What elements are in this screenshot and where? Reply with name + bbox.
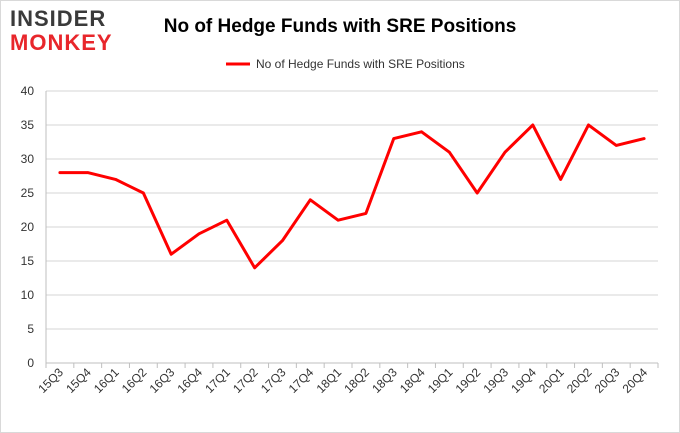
data-point: [253, 266, 256, 269]
x-tick-label: 18Q4: [397, 365, 428, 396]
data-point: [86, 171, 89, 174]
gridlines: [46, 90, 658, 364]
data-point: [114, 178, 117, 181]
data-point: [309, 198, 312, 201]
x-tick-label: 17Q3: [258, 365, 289, 396]
x-tick-label: 19Q4: [508, 365, 539, 396]
x-tick-label: 16Q4: [174, 365, 205, 396]
insider-monkey-logo: INSIDER MONKEY: [8, 6, 128, 56]
data-point: [503, 151, 507, 154]
data-point: [364, 212, 368, 215]
data-point: [336, 219, 340, 222]
series-group: [58, 123, 646, 270]
y-tick-label: 25: [21, 186, 35, 200]
y-tick-label: 40: [21, 84, 35, 98]
x-tick-label: 18Q3: [369, 365, 400, 396]
x-tick-label: 19Q2: [453, 365, 484, 396]
axes: [45, 91, 658, 364]
x-tick-label: 16Q1: [91, 365, 122, 396]
data-point: [169, 253, 173, 256]
y-tick-label: 0: [27, 356, 34, 370]
x-tick-label: 15Q4: [63, 365, 94, 396]
chart-title: No of Hedge Funds with SRE Positions: [163, 16, 517, 37]
logo-line-2: MONKEY: [10, 30, 113, 55]
data-point: [531, 123, 535, 127]
y-tick-label: 5: [27, 322, 34, 336]
x-tick-label: 16Q2: [119, 365, 150, 396]
series-line-0: [58, 123, 646, 270]
y-tick-label: 20: [21, 220, 35, 234]
x-axis-ticks: 15Q315Q416Q116Q216Q316Q417Q117Q217Q317Q4…: [35, 363, 659, 396]
data-point: [559, 178, 562, 181]
data-point: [420, 130, 423, 133]
legend: No of Hedge Funds with SRE Positions: [226, 57, 465, 71]
data-point: [448, 151, 451, 154]
logo-line-1: INSIDER: [10, 6, 107, 31]
x-tick-label: 17Q1: [202, 365, 233, 396]
data-point: [587, 123, 590, 127]
data-point: [142, 191, 145, 195]
data-point: [225, 219, 229, 222]
x-tick-label: 18Q2: [341, 365, 372, 396]
x-tick-label: 20Q2: [564, 365, 595, 396]
y-tick-label: 30: [21, 152, 35, 166]
y-tick-label: 10: [21, 288, 35, 302]
x-tick-label: 15Q3: [35, 365, 66, 396]
data-point: [197, 232, 201, 235]
data-point: [475, 191, 479, 195]
x-tick-label: 20Q3: [592, 365, 623, 396]
x-tick-label: 20Q4: [620, 365, 651, 396]
legend-label: No of Hedge Funds with SRE Positions: [256, 57, 465, 71]
data-point: [615, 144, 618, 147]
x-tick-label: 19Q3: [480, 365, 511, 396]
data-point: [281, 239, 284, 242]
x-tick-label: 19Q1: [425, 365, 456, 396]
y-axis-ticks: 0 5 10 15 20 25 30 35 40: [21, 84, 35, 370]
data-point: [392, 137, 395, 140]
x-tick-label: 17Q2: [230, 365, 261, 396]
y-tick-label: 35: [21, 118, 35, 132]
x-tick-label: 18Q1: [314, 365, 345, 396]
x-tick-label: 16Q3: [147, 365, 178, 396]
data-point: [642, 137, 646, 140]
x-tick-label: 20Q1: [536, 365, 567, 396]
x-tick-label: 17Q4: [286, 365, 317, 396]
data-point: [58, 171, 62, 174]
y-tick-label: 15: [21, 254, 35, 268]
